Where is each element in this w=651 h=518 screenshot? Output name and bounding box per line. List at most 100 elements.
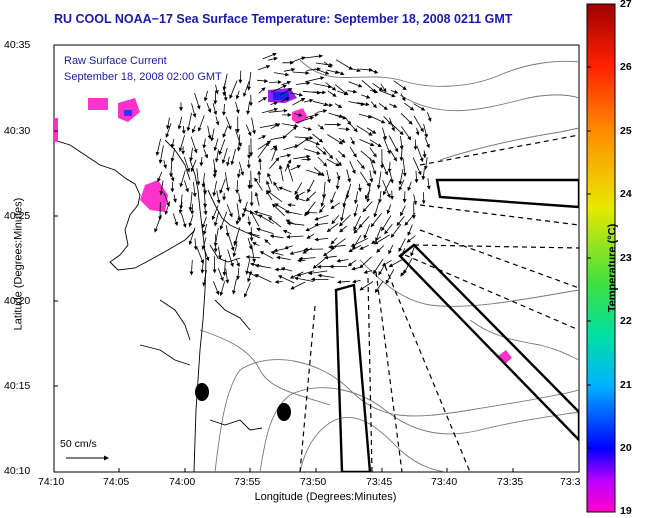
current-vector: [170, 148, 176, 163]
current-vector: [159, 180, 164, 196]
map-title: RU COOL NOAA−17 Sea Surface Temperature:…: [54, 12, 513, 26]
current-vector: [337, 90, 349, 96]
current-vector: [327, 134, 344, 145]
current-vector: [330, 202, 341, 210]
current-vector: [294, 191, 305, 198]
current-vector: [294, 112, 303, 117]
current-vector: [247, 71, 252, 91]
current-vector: [294, 182, 303, 196]
current-vector: [262, 52, 277, 60]
current-vector: [199, 157, 204, 167]
current-vector: [319, 205, 326, 214]
current-vector: [268, 108, 288, 113]
current-vector: [270, 101, 279, 106]
current-vector: [228, 235, 235, 252]
island-marker: [277, 403, 291, 421]
current-vector: [383, 136, 391, 155]
current-vector: [396, 215, 405, 227]
current-vector: [381, 161, 388, 176]
current-vector: [224, 172, 230, 192]
colorbar-tick: 22: [620, 315, 632, 327]
current-vector: [404, 212, 416, 226]
current-vector: [191, 125, 196, 134]
current-vector: [307, 179, 315, 194]
current-vector: [280, 153, 292, 158]
current-vector: [361, 79, 377, 93]
current-vector: [158, 145, 164, 164]
colorbar-tick: 21: [620, 379, 632, 391]
current-vector: [257, 141, 270, 159]
ytick-label: 40:30: [4, 125, 31, 137]
current-vector: [274, 279, 283, 284]
current-vector: [338, 127, 350, 132]
current-vector: [358, 113, 373, 119]
sst-patch: [88, 98, 108, 110]
current-vector: [283, 125, 298, 138]
current-vector: [235, 90, 240, 100]
colorbar-tick: 25: [620, 125, 632, 137]
current-vector: [306, 233, 315, 239]
current-vector: [226, 156, 230, 167]
ytick-label: 40:15: [4, 380, 31, 392]
x-axis-label: Longitude (Degrees:Minutes): [254, 491, 397, 503]
current-vector: [350, 124, 358, 133]
current-vector: [280, 97, 290, 103]
current-vector: [372, 82, 384, 91]
current-vector: [338, 214, 351, 227]
current-vector: [298, 256, 316, 261]
current-vector: [225, 225, 230, 237]
current-vector: [315, 145, 327, 155]
current-vector: [375, 226, 382, 242]
current-vector: [354, 191, 359, 205]
current-vector: [172, 213, 179, 227]
current-vector: [365, 189, 371, 200]
current-vector: [334, 114, 344, 119]
current-vector: [413, 194, 418, 206]
current-vector: [389, 169, 394, 184]
current-vector: [422, 150, 427, 159]
current-vector: [246, 101, 251, 115]
current-vector: [335, 178, 340, 190]
current-vector: [303, 98, 314, 103]
current-vector: [303, 148, 321, 155]
current-vector: [379, 90, 396, 98]
current-vector: [316, 109, 328, 114]
current-vector: [157, 171, 163, 183]
current-vector: [267, 172, 273, 184]
current-vector: [283, 67, 296, 72]
current-vector: [268, 216, 282, 228]
current-vector: [317, 156, 328, 167]
current-vector: [366, 127, 377, 134]
current-vector: [376, 245, 385, 253]
current-vector: [232, 244, 238, 258]
current-vector: [253, 210, 272, 217]
current-vector: [348, 245, 362, 253]
current-vector: [353, 204, 359, 218]
current-vector: [284, 210, 302, 215]
current-vector: [326, 158, 340, 167]
ytick-label: 40:10: [4, 465, 31, 477]
current-vector: [221, 147, 228, 164]
current-vector: [181, 213, 187, 228]
current-vector: [339, 225, 348, 233]
current-vector: [378, 191, 382, 204]
current-vector: [155, 138, 161, 156]
current-vector: [313, 167, 325, 177]
current-vector: [217, 246, 222, 260]
colorbar-tick: 27: [620, 0, 632, 10]
current-vector: [188, 191, 193, 212]
current-vector: [314, 237, 329, 242]
current-vector: [381, 215, 392, 232]
current-vector: [203, 203, 208, 216]
current-vector: [203, 189, 208, 208]
current-vector: [342, 190, 349, 208]
current-vector: [312, 90, 327, 95]
current-vector: [250, 210, 260, 227]
current-vector: [349, 161, 356, 175]
current-vector: [222, 259, 227, 277]
current-vector: [194, 92, 201, 110]
current-vector: [398, 179, 405, 191]
current-vector: [201, 237, 207, 250]
current-vector: [189, 259, 194, 276]
current-vector: [290, 165, 302, 171]
